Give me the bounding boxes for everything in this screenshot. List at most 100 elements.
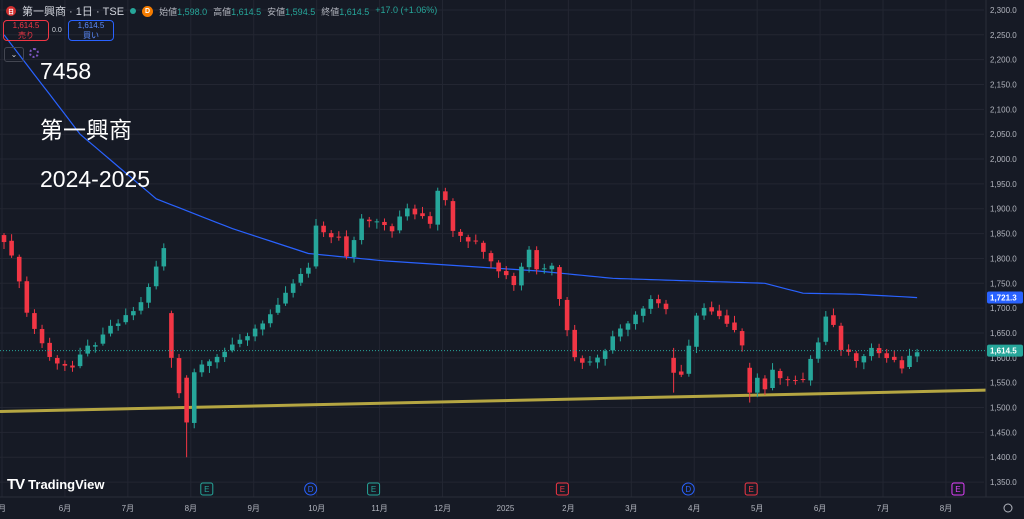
- candle-body: [222, 351, 227, 358]
- sell-button[interactable]: 1,614.5 売り: [3, 20, 49, 41]
- dividend-marker: [681, 482, 695, 496]
- price-tick-label: 1,500.0: [990, 404, 1017, 413]
- buy-label: 買い: [83, 30, 99, 40]
- time-tick-label: 月: [0, 504, 6, 513]
- time-tick-label: 8月: [940, 504, 952, 513]
- candle-body: [755, 377, 760, 393]
- candle-body: [450, 201, 456, 231]
- time-tick-label: 2025: [497, 504, 515, 513]
- event-marker-label: D: [685, 485, 691, 494]
- candle-body: [16, 256, 22, 282]
- candle-body: [229, 344, 235, 351]
- change-value: +17.0 (+1.06%): [375, 4, 438, 15]
- close-label: 終値: [321, 6, 340, 17]
- candle-body: [412, 208, 418, 215]
- candle-body: [123, 315, 129, 323]
- candle-body: [245, 336, 250, 341]
- time-tick-label: 6月: [59, 504, 71, 513]
- spread-value: 0.0: [52, 27, 62, 34]
- chart-grid: [0, 0, 984, 497]
- settings-icon: [1003, 503, 1013, 513]
- buy-button[interactable]: 1,614.5 買い: [68, 20, 114, 41]
- candle-body: [146, 287, 151, 303]
- candle-body: [100, 334, 106, 344]
- candle-body: [869, 347, 874, 357]
- candle-body: [169, 313, 174, 358]
- candle-body: [838, 325, 844, 350]
- candle-body: [823, 316, 829, 342]
- time-tick-label: 7月: [122, 504, 134, 513]
- earnings-marker: [951, 482, 965, 496]
- candle-body: [770, 369, 775, 389]
- time-tick-label: 4月: [688, 504, 700, 513]
- candle-body: [199, 364, 205, 373]
- candle-body: [853, 353, 859, 361]
- price-axis-bg: [986, 0, 1024, 519]
- candle-body: [465, 237, 471, 242]
- candle-body: [618, 328, 623, 337]
- open-label: 始値: [159, 6, 178, 17]
- candle-body: [275, 304, 281, 313]
- candle-body: [153, 266, 159, 287]
- candle-body: [389, 226, 395, 232]
- moving-average-line: [3, 34, 918, 299]
- collapse-legend-button[interactable]: ⌄: [4, 47, 24, 62]
- candle-body: [678, 371, 684, 375]
- earnings-marker: [555, 482, 569, 496]
- event-marker-label: E: [560, 485, 565, 494]
- candle-body: [656, 299, 661, 304]
- candle-body: [716, 310, 722, 317]
- price-tick-label: 1,350.0: [990, 478, 1017, 487]
- candle-body: [564, 299, 570, 331]
- price-tick-label: 2,050.0: [990, 130, 1017, 139]
- last-price-label: 1,614.5: [990, 347, 1017, 356]
- event-marker-label: E: [371, 485, 376, 494]
- candle-body: [427, 216, 433, 224]
- candle-body: [9, 240, 14, 256]
- sell-price: 1,614.5: [12, 20, 40, 30]
- time-tick-label: 2月: [562, 504, 574, 513]
- price-tick-label: 1,800.0: [990, 254, 1017, 263]
- symbol-title[interactable]: 第一興商 · 1日 · TSE: [22, 6, 125, 18]
- time-tick-label: 3月: [625, 504, 637, 513]
- symbol-logo: 日: [6, 6, 16, 16]
- event-marker-label: E: [748, 485, 753, 494]
- candles-layer: [1, 187, 920, 458]
- indicator-settings-icon[interactable]: [29, 48, 39, 58]
- candle-body: [526, 249, 532, 268]
- price-tick-label: 1,900.0: [990, 205, 1017, 214]
- candle-body: [268, 314, 273, 324]
- candle-body: [62, 363, 68, 366]
- high-value: 1,614.5: [231, 6, 262, 17]
- close-value: 1,614.5: [339, 6, 370, 17]
- candle-body: [511, 275, 517, 286]
- support-trendline: [0, 388, 987, 414]
- candle-body: [237, 339, 243, 344]
- price-tick-label: 2,100.0: [990, 105, 1017, 114]
- candle-body: [473, 240, 479, 242]
- candle-body: [24, 281, 30, 313]
- dividend-marker: [304, 482, 318, 496]
- ohlc-values: 始値1,598.0 高値1,614.5 安値1,594.5 終値1,614.5 …: [159, 5, 437, 18]
- time-axis: 月 6月 7月 8月 9月 10月 11月 12月 2025 2月 3月 4月 5月 6月 7月 8月: [0, 496, 1024, 513]
- event-marker-label: E: [955, 485, 960, 494]
- candle-body: [54, 357, 60, 364]
- candle-body: [701, 307, 707, 316]
- earnings-marker: [367, 482, 381, 496]
- candle-body: [207, 361, 212, 366]
- candle-body: [648, 299, 654, 309]
- candle-body: [252, 328, 258, 337]
- candle-body: [70, 365, 75, 368]
- event-marker-label: D: [308, 485, 314, 494]
- candle-body: [732, 322, 737, 331]
- candle-body: [777, 370, 783, 379]
- price-tick-label: 1,400.0: [990, 453, 1017, 462]
- tradingview-logo[interactable]: TV TradingView: [7, 476, 105, 493]
- candle-body: [458, 231, 463, 236]
- delayed-data-badge[interactable]: D: [142, 5, 154, 17]
- trendline-layer: [0, 388, 987, 414]
- candle-body: [808, 358, 813, 381]
- candle-body: [785, 379, 791, 381]
- candle-body: [610, 336, 616, 351]
